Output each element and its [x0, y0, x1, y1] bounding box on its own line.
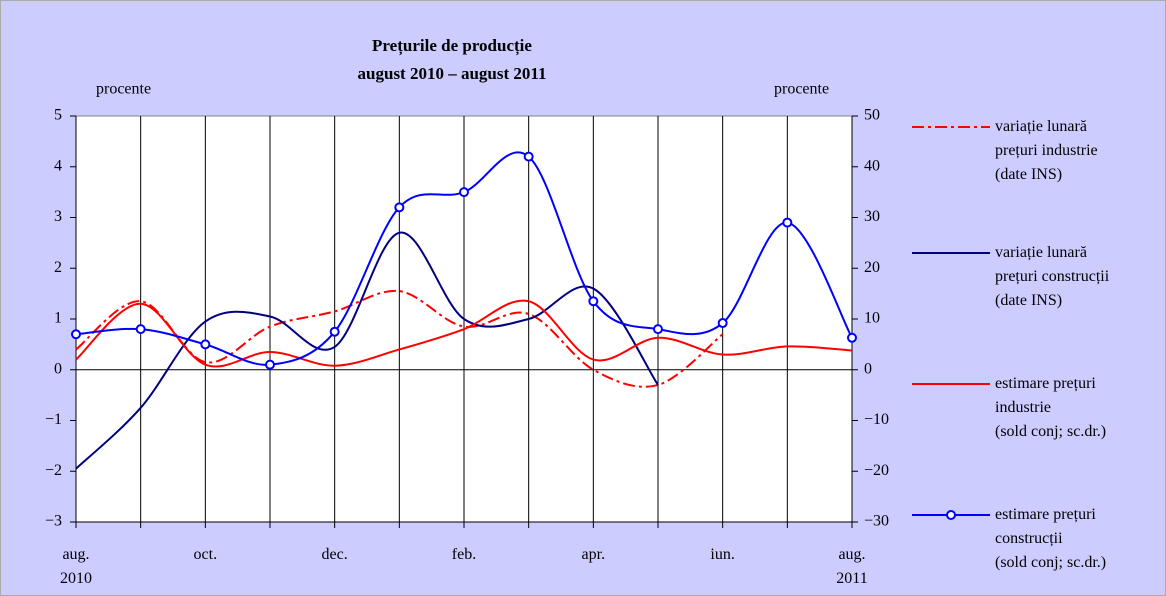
x-tick-label: oct. [193, 546, 218, 563]
y-tick-label: 4 [54, 157, 62, 174]
x-tick-label: apr. [581, 546, 606, 563]
y-axis-label: procente [96, 81, 151, 98]
y-tick-label: −2 [45, 462, 62, 479]
chart-subtitle: august 2010 – august 2011 [358, 64, 547, 83]
point-marker [782, 217, 793, 228]
series-line [75, 151, 853, 366]
y-tick-label: −3 [45, 513, 62, 530]
point-marker [653, 324, 663, 335]
y-tick-label: 5 [54, 107, 62, 124]
y2-tick-label: −30 [864, 513, 889, 530]
series-line [75, 231, 659, 470]
legend-label: estimare prețuri industrie (sold conj; s… [995, 375, 1107, 440]
series-line [75, 289, 724, 388]
x-tick-label: aug. 2011 [836, 546, 868, 587]
point-marker [523, 151, 534, 162]
y-tick-label: 1 [54, 310, 62, 327]
point-marker [135, 324, 146, 335]
series-line [75, 299, 853, 368]
point-marker [329, 326, 340, 337]
point-marker [588, 296, 599, 307]
point-marker [265, 359, 275, 370]
legend-label: variație lunară prețuri industrie (date … [995, 118, 1098, 183]
point-marker [459, 187, 469, 198]
y2-axis-label: procente [774, 81, 829, 98]
point-marker [71, 329, 81, 340]
y2-tick-label: 10 [864, 310, 880, 327]
chart-title: Prețurile de producție [372, 36, 532, 56]
y2-tick-label: 20 [864, 259, 880, 276]
x-tick-label: dec. [321, 546, 348, 563]
y2-tick-label: −10 [864, 411, 889, 428]
y-tick-label: 0 [54, 360, 62, 377]
y2-tick-label: −20 [864, 462, 889, 479]
legend-label: estimare prețuri construcții (sold conj;… [995, 506, 1107, 571]
y2-tick-label: 0 [864, 360, 872, 377]
y2-tick-label: 30 [864, 208, 880, 225]
y2-tick-label: 50 [864, 107, 880, 124]
x-tick-label: feb. [451, 546, 477, 563]
y2-tick-label: 40 [864, 157, 880, 174]
y-tick-label: 3 [54, 208, 62, 225]
x-tick-label: iun. [710, 546, 735, 563]
y-tick-label: 2 [54, 259, 62, 276]
point-marker [717, 318, 728, 329]
x-tick-label: aug. 2010 [60, 546, 92, 587]
legend-label: variație lunară prețuri construcții (dat… [995, 244, 1110, 309]
y-tick-label: −1 [45, 411, 62, 428]
point-marker [394, 202, 405, 213]
point-marker [200, 339, 211, 350]
legend-marker [946, 510, 956, 520]
point-marker [847, 332, 857, 343]
